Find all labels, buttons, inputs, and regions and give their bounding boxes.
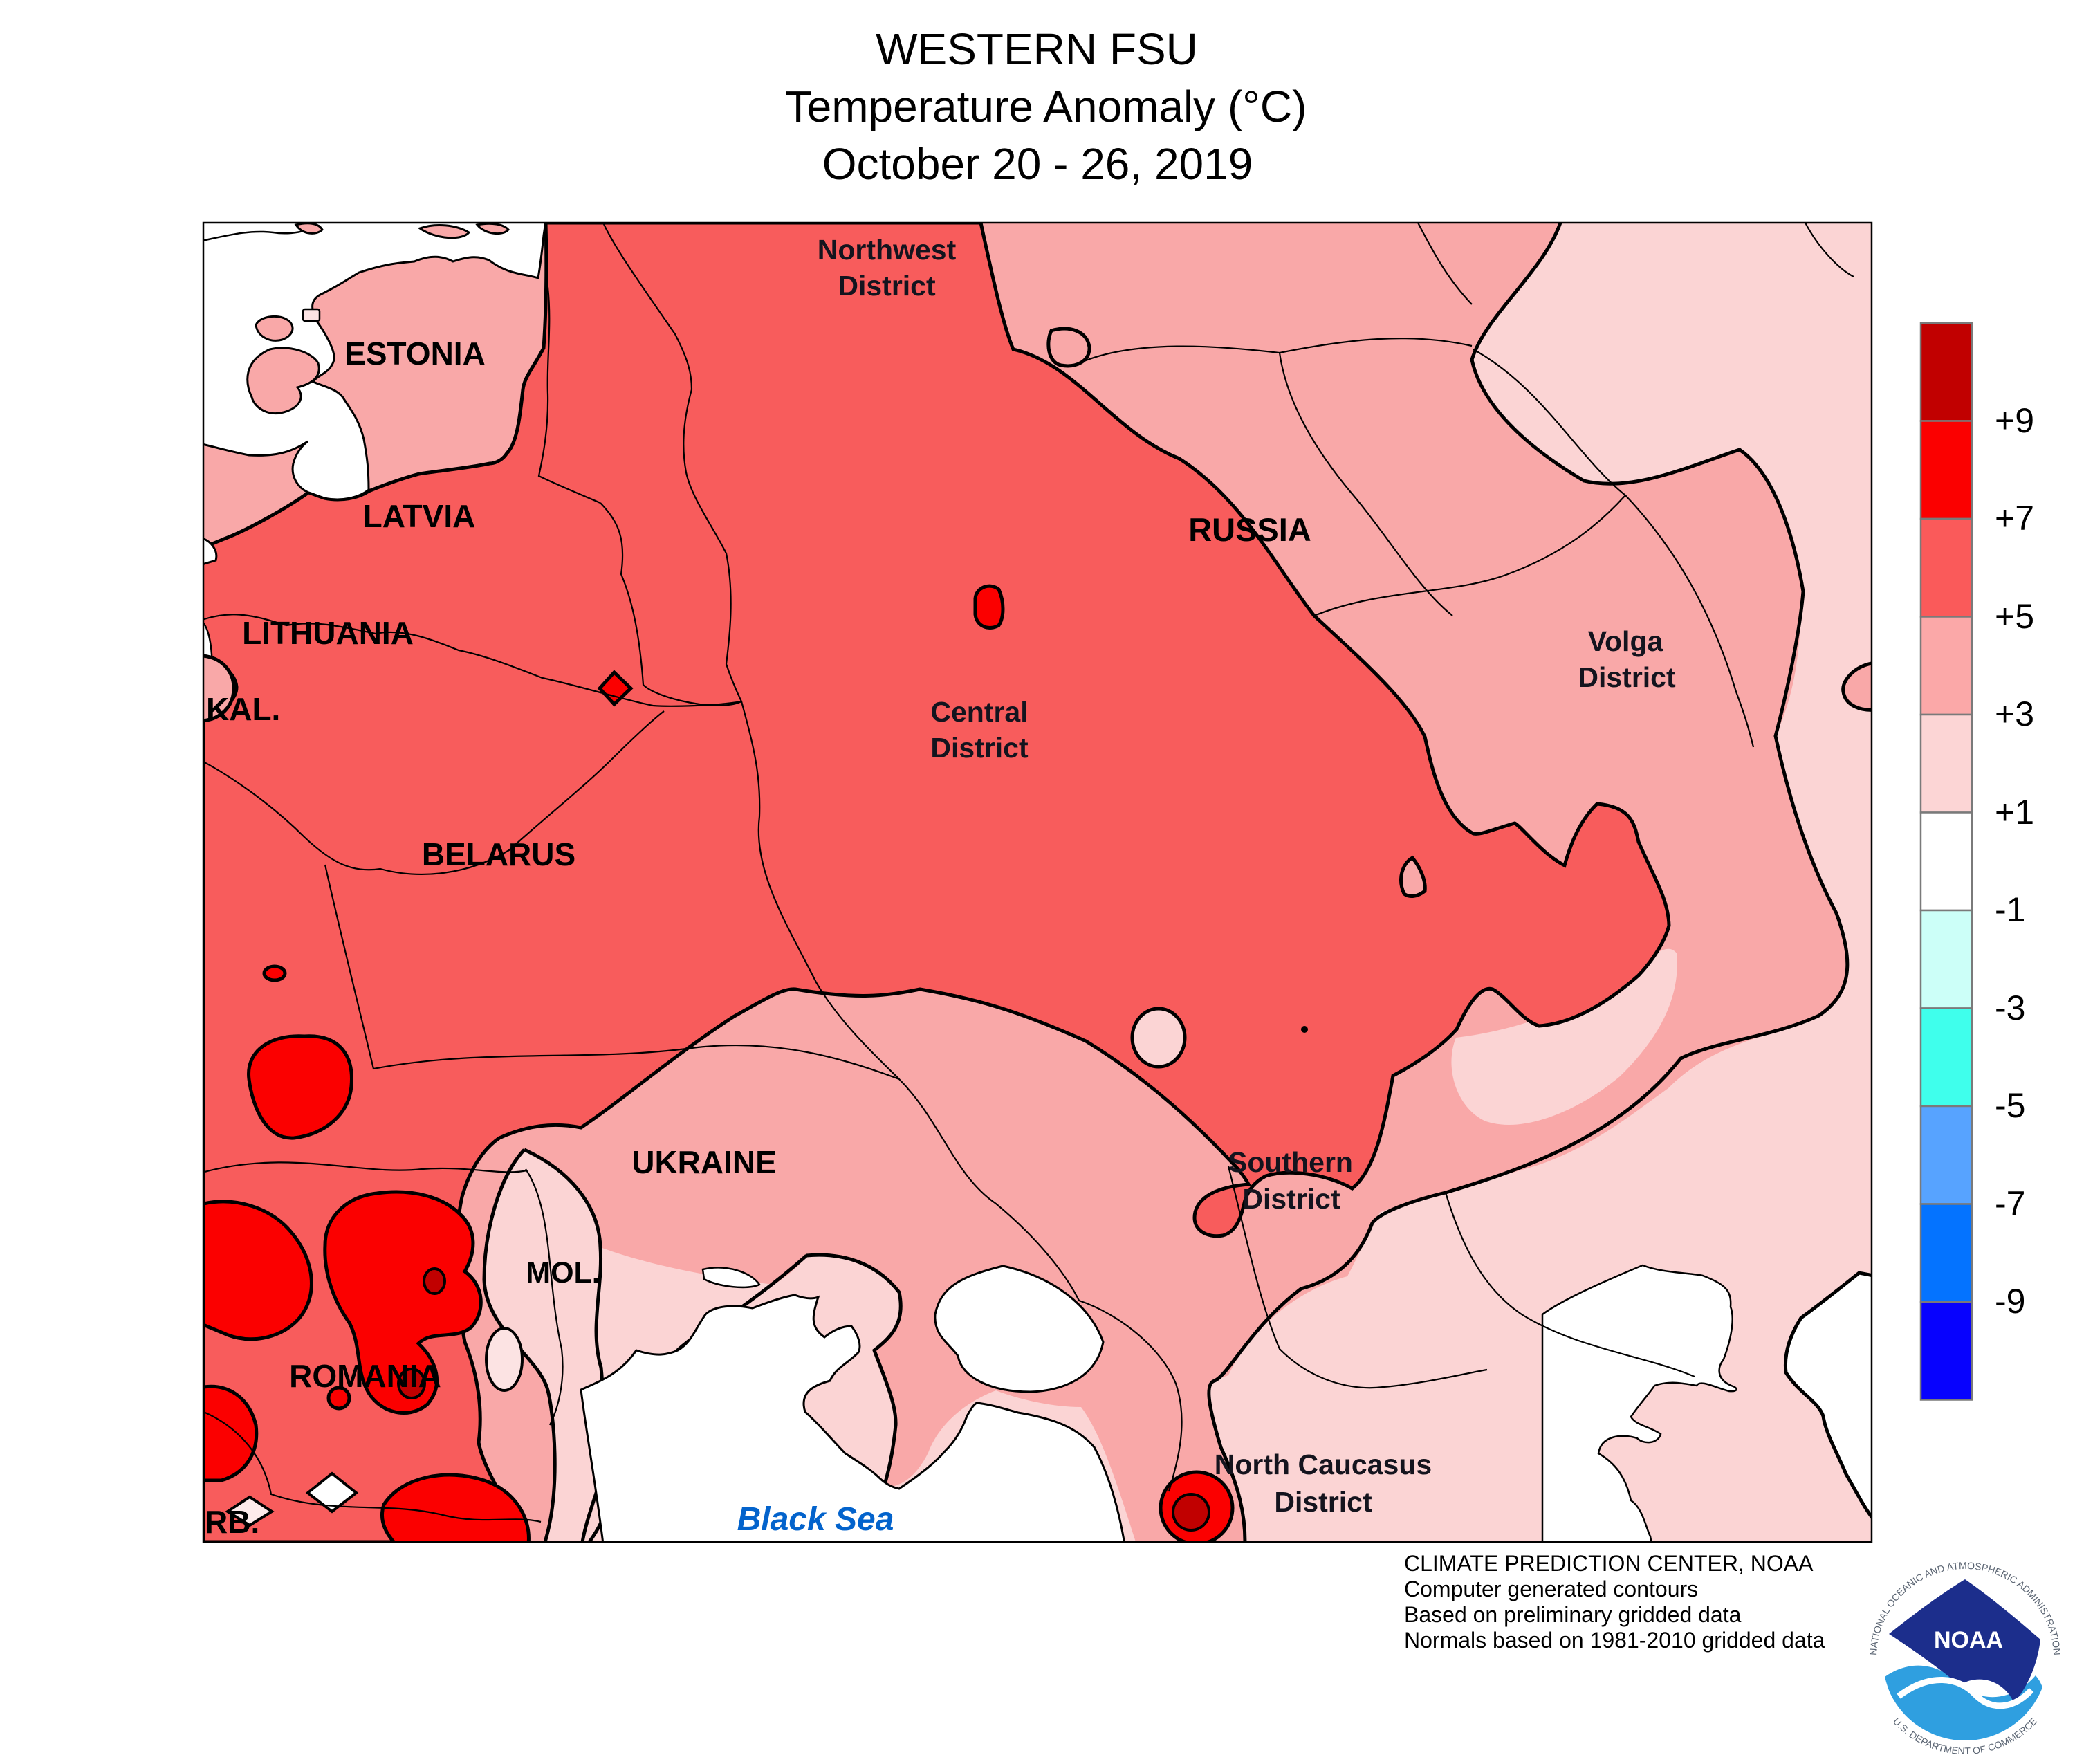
svg-text:ESTONIA: ESTONIA — [344, 336, 486, 371]
svg-text:Temperature Anomaly (°C): Temperature Anomaly (°C) — [785, 82, 1307, 131]
svg-text:ROMANIA: ROMANIA — [289, 1358, 441, 1394]
svg-text:Normals based on 1981-2010 gri: Normals based on 1981-2010 gridded data — [1404, 1628, 1825, 1653]
svg-text:+7: +7 — [1995, 499, 2034, 538]
svg-text:+5: +5 — [1995, 597, 2034, 636]
svg-text:CLIMATE PREDICTION CENTER, NOA: CLIMATE PREDICTION CENTER, NOAA — [1404, 1551, 1814, 1576]
svg-text:LITHUANIA: LITHUANIA — [242, 615, 414, 651]
svg-text:Central: Central — [930, 696, 1028, 728]
svg-text:District: District — [930, 732, 1029, 764]
svg-text:-3: -3 — [1995, 989, 2025, 1027]
svg-text:Volga: Volga — [1588, 625, 1664, 657]
svg-text:+3: +3 — [1995, 695, 2034, 733]
svg-text:RB.: RB. — [205, 1504, 259, 1540]
svg-text:WESTERN FSU: WESTERN FSU — [876, 24, 1198, 74]
svg-text:MOL.: MOL. — [526, 1256, 600, 1289]
svg-text:+1: +1 — [1995, 793, 2034, 832]
svg-text:Northwest: Northwest — [818, 234, 957, 266]
svg-text:Southern: Southern — [1228, 1146, 1353, 1178]
svg-text:Computer generated contours: Computer generated contours — [1404, 1577, 1698, 1601]
svg-text:-1: -1 — [1995, 890, 2025, 929]
svg-text:October 20 - 26, 2019: October 20 - 26, 2019 — [822, 139, 1253, 189]
svg-text:-5: -5 — [1995, 1086, 2025, 1125]
svg-text:KAL.: KAL. — [206, 691, 280, 727]
svg-text:-9: -9 — [1995, 1282, 2025, 1321]
svg-text:District: District — [838, 270, 936, 302]
svg-text:NOAA: NOAA — [1934, 1627, 2003, 1653]
svg-text:Black Sea: Black Sea — [737, 1501, 894, 1538]
svg-text:-7: -7 — [1995, 1184, 2025, 1223]
svg-text:North Caucasus: North Caucasus — [1215, 1449, 1432, 1480]
svg-text:Based on preliminary gridded d: Based on preliminary gridded data — [1404, 1602, 1742, 1627]
svg-text:District: District — [1578, 661, 1676, 693]
svg-text:UKRAINE: UKRAINE — [631, 1144, 777, 1180]
svg-text:RUSSIA: RUSSIA — [1188, 511, 1311, 548]
svg-text:BELARUS: BELARUS — [422, 836, 575, 872]
svg-text:LATVIA: LATVIA — [363, 498, 476, 534]
svg-text:District: District — [1242, 1183, 1340, 1215]
svg-text:District: District — [1274, 1486, 1372, 1518]
svg-text:+9: +9 — [1995, 401, 2034, 440]
